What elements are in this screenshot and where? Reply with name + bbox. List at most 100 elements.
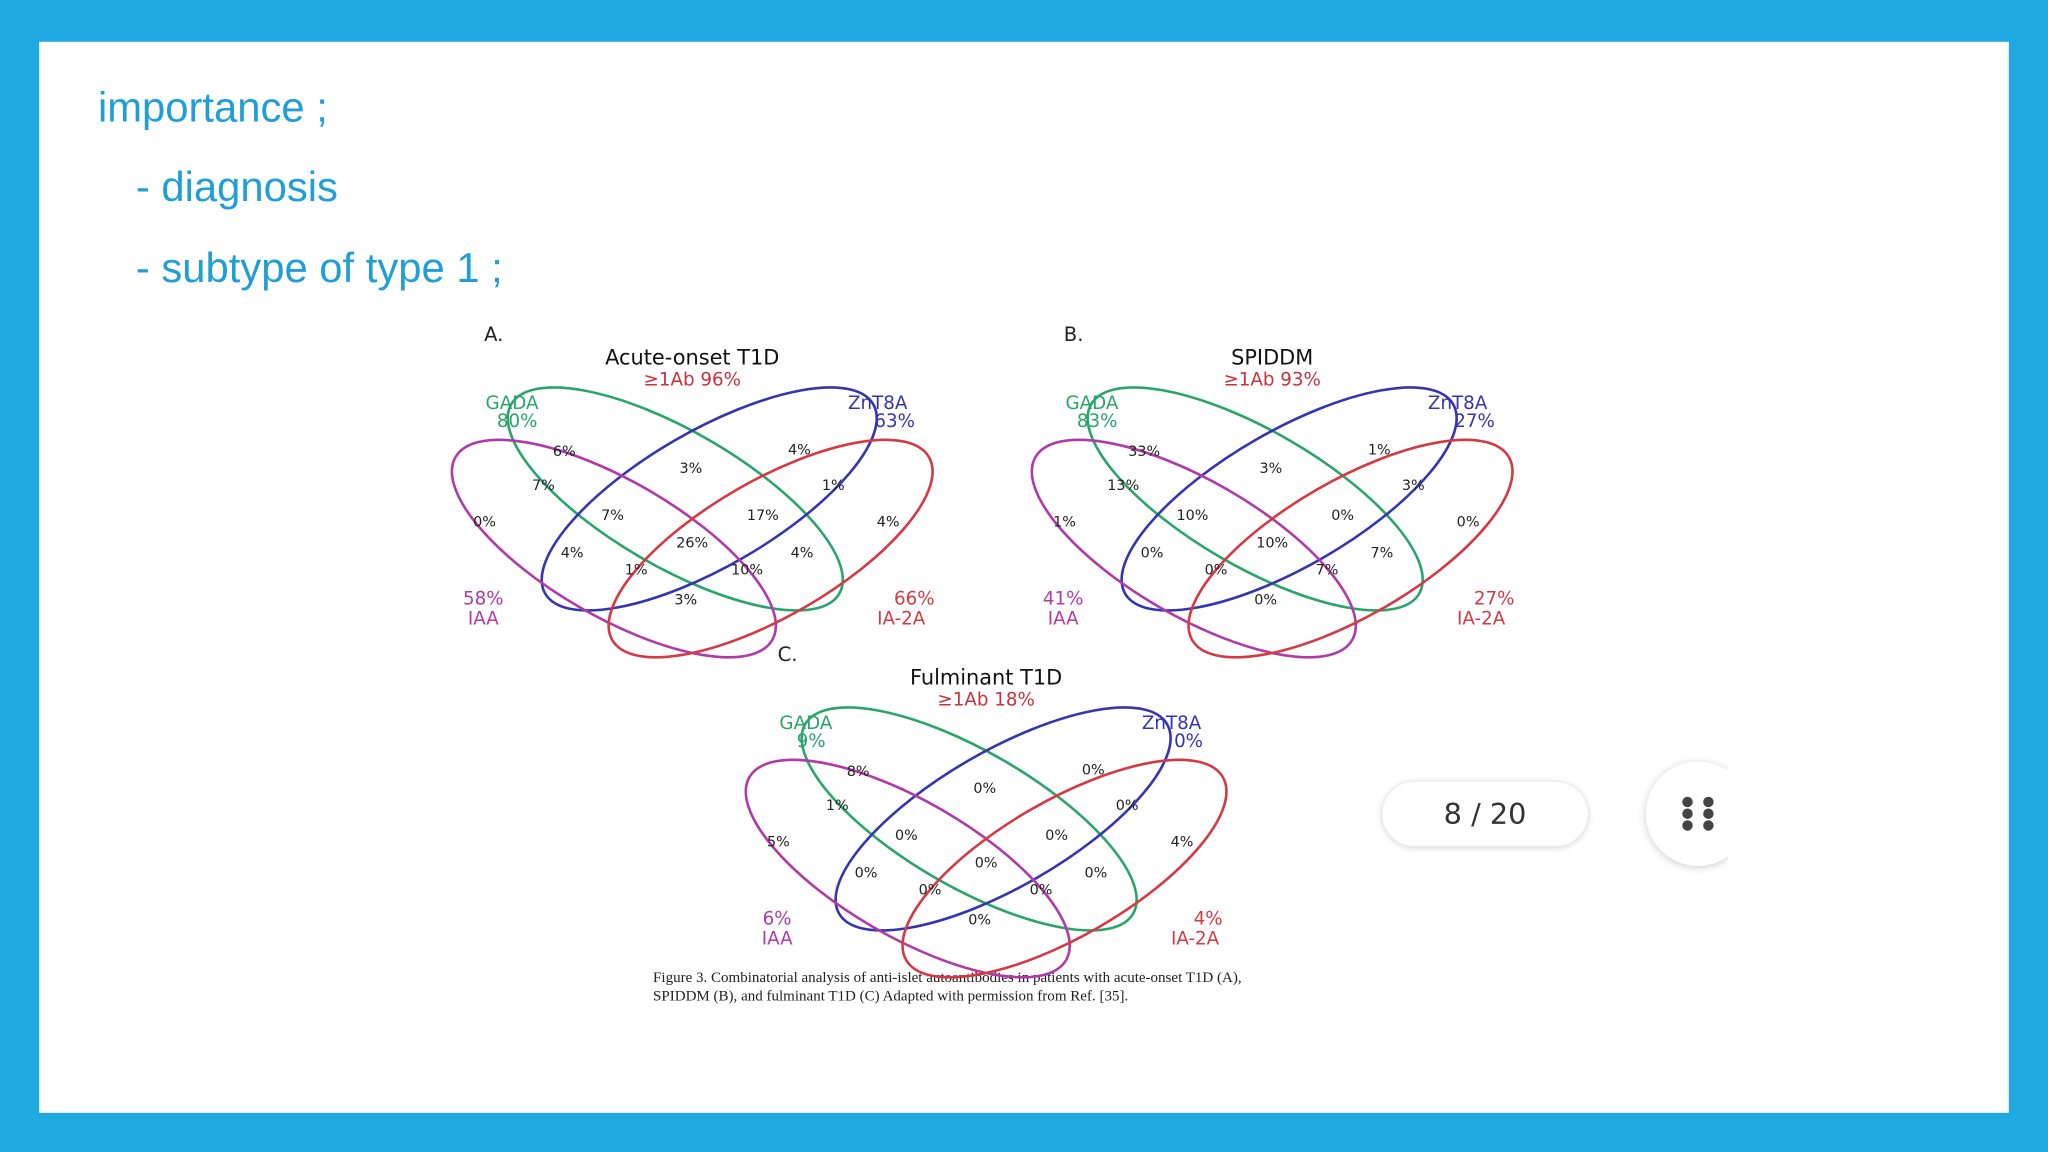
set-percent: 80% [497, 411, 538, 432]
region-label: 0% [1254, 593, 1277, 609]
set-percent: 4% [1194, 909, 1223, 930]
panel-title: Fulminant T1D [910, 665, 1062, 689]
region-label: 1% [826, 798, 849, 814]
region-label: 3% [674, 593, 697, 609]
region-label: 33% [1128, 444, 1160, 460]
set-ellipse [506, 386, 845, 612]
region-label: 0% [919, 883, 942, 899]
region-label: 7% [532, 478, 555, 494]
region-label: 0% [1457, 514, 1480, 530]
region-label: 0% [1045, 828, 1068, 844]
region-label: 4% [877, 514, 900, 530]
set-percent: 83% [1077, 411, 1118, 432]
panel-letter: B. [1064, 323, 1084, 346]
slide [39, 41, 2009, 1113]
set-ellipse [834, 706, 1172, 932]
caption: SPIDDM (B), and fulminant T1D (C) Adapte… [653, 988, 1128, 1004]
panel-title: Acute-onset T1D [605, 345, 779, 369]
region-label: 0% [1084, 866, 1107, 882]
region-label: 5% [767, 834, 790, 850]
region-label: 7% [1316, 563, 1339, 579]
region-label: 3% [1259, 461, 1282, 477]
panel-letter: C. [778, 643, 798, 666]
set-percent: 58% [463, 589, 504, 610]
set-percent: 27% [1454, 411, 1495, 432]
set-name: GADA [486, 393, 539, 414]
region-label: 1% [625, 563, 648, 579]
set-percent: 6% [763, 909, 792, 930]
region-label: 0% [1205, 563, 1228, 579]
set-name: ZnT8A [1142, 713, 1202, 734]
set-name: IA-2A [1457, 608, 1506, 629]
region-label: 7% [1370, 546, 1393, 562]
slide-line: - subtype of type 1 ; [136, 244, 503, 291]
set-ellipse [901, 758, 1228, 979]
region-label: 4% [1171, 834, 1194, 850]
set-name: IA-2A [1171, 928, 1220, 949]
region-label: 17% [747, 508, 779, 524]
set-name: IAA [468, 608, 499, 629]
region-label: 3% [1402, 478, 1425, 494]
panel-letter: A. [484, 323, 503, 346]
venn-panel: C.Fulminant T1D≥1Ab 18%GADA9%ZnT8A0%IAA6… [744, 643, 1228, 979]
set-ellipse [1030, 438, 1358, 659]
region-label: 26% [676, 535, 708, 551]
set-ellipse [450, 438, 778, 659]
region-label: 10% [731, 563, 763, 579]
region-label: 10% [1256, 535, 1288, 551]
set-name: GADA [1065, 393, 1118, 414]
set-percent: 66% [894, 589, 935, 610]
region-label: 6% [553, 444, 576, 460]
region-label: 0% [855, 866, 878, 882]
region-label: 0% [975, 855, 998, 871]
region-label: 4% [791, 546, 814, 562]
region-label: 0% [473, 514, 496, 530]
panel-title: SPIDDM [1231, 345, 1313, 369]
set-name: IAA [762, 928, 793, 949]
region-label: 1% [822, 478, 845, 494]
slide-line: - diagnosis [136, 163, 338, 210]
set-percent: 27% [1474, 589, 1515, 610]
region-label: 0% [968, 913, 991, 929]
region-label: 0% [895, 828, 918, 844]
set-percent: 0% [1174, 731, 1203, 752]
set-percent: 9% [797, 731, 826, 752]
region-label: 0% [1082, 763, 1105, 779]
region-label: 1% [1368, 443, 1391, 459]
grid-button[interactable] [1645, 761, 1750, 866]
set-ellipse [744, 758, 1072, 979]
region-label: 1% [1053, 514, 1076, 530]
set-ellipse [607, 438, 934, 659]
region-label: 0% [1116, 798, 1139, 814]
set-name: IAA [1048, 608, 1079, 629]
region-label: 10% [1177, 508, 1209, 524]
panel-subtitle: ≥1Ab 93% [1223, 369, 1320, 390]
panel-subtitle: ≥1Ab 18% [937, 689, 1034, 710]
set-name: ZnT8A [848, 393, 908, 414]
set-ellipse [1086, 386, 1424, 612]
page-indicator[interactable]: 8 / 20 [1381, 780, 1589, 848]
region-label: 0% [1030, 883, 1053, 899]
set-ellipse [540, 386, 879, 612]
set-name: IA-2A [877, 608, 926, 629]
region-label: 4% [561, 546, 584, 562]
region-label: 3% [680, 461, 703, 477]
venn-panel: B.SPIDDM≥1Ab 93%GADA83%ZnT8A27%IAA41%IA-… [1030, 323, 1515, 659]
region-label: 7% [601, 508, 624, 524]
set-ellipse [800, 706, 1138, 932]
page-number: 8 / 20 [1444, 797, 1527, 831]
region-label: 13% [1107, 478, 1139, 494]
set-percent: 41% [1043, 589, 1084, 610]
region-label: 0% [1331, 508, 1354, 524]
set-percent: 63% [874, 411, 915, 432]
region-label: 0% [1141, 546, 1164, 562]
region-label: 8% [847, 764, 870, 780]
set-ellipse [1120, 386, 1458, 612]
region-label: 4% [788, 443, 811, 459]
set-ellipse [1187, 438, 1514, 659]
region-label: 0% [973, 781, 996, 797]
panel-subtitle: ≥1Ab 96% [644, 369, 741, 390]
